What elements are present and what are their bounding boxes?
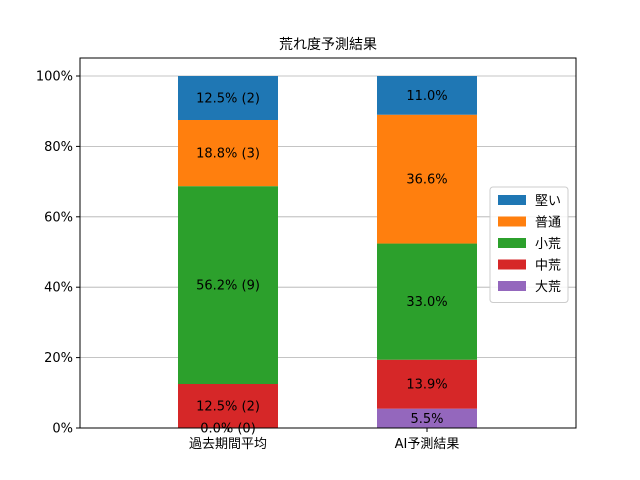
y-tick-label: 20% [44,351,73,366]
y-axis: 0% 20% 40% 60% 80% 100% [36,70,80,437]
legend-label: 小荒 [535,237,561,252]
y-tick-label: 60% [44,210,73,225]
legend-box [489,186,569,303]
bar-segment [377,76,477,115]
chart-title: 荒れ度予測結果 [279,37,377,53]
y-tick-label: 0% [52,422,73,437]
bar-segment [178,120,278,187]
data-label: 12.5% (2) [196,400,260,415]
legend-swatch [498,195,526,205]
legend-label: 堅い [535,194,561,209]
bar-labels: 0.0% (0)12.5% (2)56.2% (9)18.8% (3)12.5%… [196,89,448,437]
legend-label: 大荒 [535,280,561,295]
bar-segment [377,114,477,244]
bar-segment [377,359,477,409]
data-label: 5.5% [410,412,443,427]
x-tick-label: AI予測結果 [395,437,460,452]
bar-segment [178,76,278,120]
bar-segment [178,384,278,428]
y-tick-label: 80% [44,140,73,155]
legend-label: 普通 [535,216,561,231]
data-label: 11.0% [406,89,447,104]
legend-swatch [498,238,526,248]
legend-swatch [498,216,526,227]
bars [178,76,477,428]
legend-swatch [498,259,526,270]
data-label: 36.6% [406,173,447,188]
x-tick-label: 過去期間平均 [189,437,267,452]
data-label: 33.0% [406,295,447,310]
x-axis: 過去期間平均 AI予測結果 [189,428,459,452]
bar-segment [377,243,477,360]
data-label: 18.8% (3) [196,147,260,162]
plot-frame [79,57,577,429]
y-tick-label: 100% [36,70,73,85]
bar-segment [178,186,278,384]
data-label: 12.5% (2) [196,92,260,107]
y-tick-label: 40% [44,281,73,296]
legend-swatch [498,281,526,291]
data-label: 13.9% [406,378,447,393]
bar-segment [377,408,477,428]
data-label: 56.2% (9) [196,279,260,294]
legend-label: 中荒 [535,259,561,274]
